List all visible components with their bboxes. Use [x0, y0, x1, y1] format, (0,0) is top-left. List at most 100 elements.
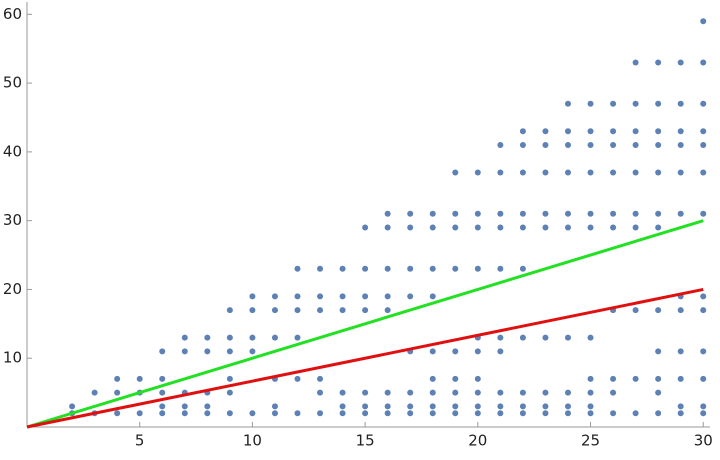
point — [564, 389, 571, 396]
point — [384, 410, 391, 417]
point — [497, 334, 504, 341]
point — [384, 210, 391, 217]
point — [497, 389, 504, 396]
point — [429, 348, 436, 355]
point — [655, 410, 662, 417]
point — [542, 210, 549, 217]
point — [317, 410, 324, 417]
point — [632, 59, 639, 66]
point — [700, 169, 707, 176]
point — [181, 403, 188, 410]
point — [407, 410, 414, 417]
point — [384, 224, 391, 231]
point — [632, 210, 639, 217]
point — [429, 224, 436, 231]
point — [362, 389, 369, 396]
point — [542, 128, 549, 135]
point — [677, 210, 684, 217]
point — [587, 334, 594, 341]
point — [249, 348, 256, 355]
point — [204, 348, 211, 355]
point — [226, 348, 233, 355]
point — [294, 293, 301, 300]
x-tick-label: 30 — [694, 432, 713, 450]
point — [159, 375, 166, 382]
point — [587, 410, 594, 417]
point — [362, 307, 369, 314]
point — [610, 142, 617, 148]
point — [317, 265, 324, 272]
point — [339, 403, 346, 410]
point — [610, 224, 617, 231]
point — [564, 224, 571, 231]
point — [181, 410, 188, 417]
point — [474, 410, 481, 417]
point — [384, 265, 391, 272]
point — [519, 142, 526, 148]
point — [655, 375, 662, 382]
point — [587, 142, 594, 148]
point — [317, 293, 324, 300]
y-tick-label: 50 — [3, 74, 22, 92]
point — [655, 169, 662, 176]
point — [407, 403, 414, 410]
point — [159, 348, 166, 355]
point — [429, 210, 436, 217]
point — [226, 410, 233, 417]
point — [249, 334, 256, 341]
point — [226, 307, 233, 314]
point — [69, 403, 76, 410]
point — [114, 375, 121, 382]
point — [474, 348, 481, 355]
point — [317, 375, 324, 382]
point — [452, 410, 459, 417]
point — [204, 403, 211, 410]
point — [339, 410, 346, 417]
point — [542, 169, 549, 176]
point — [474, 375, 481, 382]
point — [700, 18, 707, 25]
point — [700, 403, 707, 410]
point — [542, 334, 549, 341]
point — [655, 142, 662, 148]
point — [339, 307, 346, 314]
point — [542, 224, 549, 231]
point — [700, 210, 707, 217]
point — [587, 224, 594, 231]
point — [564, 334, 571, 341]
point — [294, 410, 301, 417]
point — [429, 403, 436, 410]
point — [632, 142, 639, 148]
point — [610, 375, 617, 382]
point — [159, 403, 166, 410]
point — [610, 128, 617, 135]
point — [519, 210, 526, 217]
point — [587, 389, 594, 396]
point — [452, 169, 459, 176]
y-tick-label: 30 — [3, 211, 22, 229]
point — [655, 210, 662, 217]
point — [271, 334, 278, 341]
point — [384, 293, 391, 300]
point — [677, 348, 684, 355]
point — [542, 403, 549, 410]
point — [497, 348, 504, 355]
point — [655, 307, 662, 314]
point — [655, 100, 662, 107]
point — [497, 265, 504, 272]
point — [249, 293, 256, 300]
point — [700, 348, 707, 355]
point — [294, 265, 301, 272]
x-tick-label: 5 — [135, 432, 145, 450]
point — [700, 293, 707, 300]
y-tick-label: 40 — [3, 142, 22, 160]
x-tick-label: 25 — [581, 432, 600, 450]
point — [700, 128, 707, 135]
point — [655, 224, 662, 231]
point — [249, 410, 256, 417]
point — [226, 389, 233, 396]
point — [632, 169, 639, 176]
point — [474, 224, 481, 231]
point — [407, 224, 414, 231]
